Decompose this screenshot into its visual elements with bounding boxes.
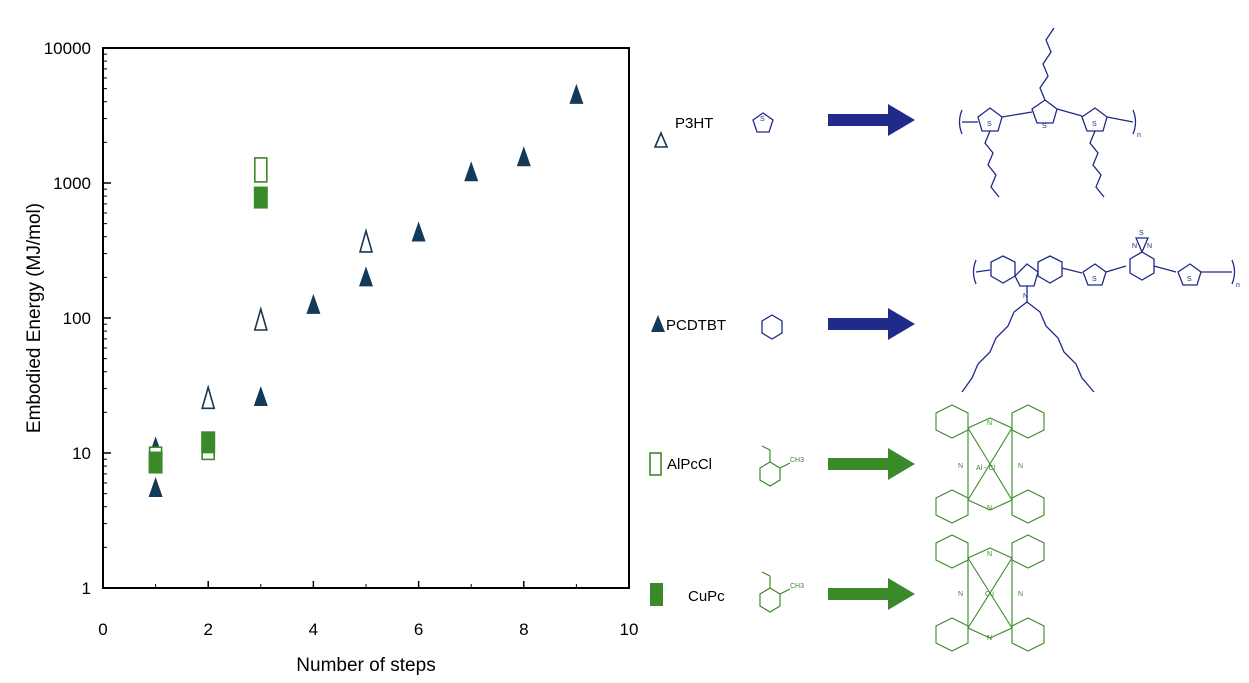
svg-text:S: S bbox=[760, 116, 765, 123]
svg-text:N: N bbox=[1147, 243, 1152, 250]
svg-text:N: N bbox=[958, 463, 963, 470]
point-pcdtbt bbox=[569, 83, 584, 104]
legend-label-cupc: CuPc bbox=[688, 588, 725, 605]
svg-text:n: n bbox=[1236, 282, 1240, 289]
point-pcdtbt bbox=[148, 477, 163, 498]
benzene-monomer-icon bbox=[761, 314, 783, 340]
y-tick-label: 100 bbox=[63, 309, 91, 328]
point-p3ht bbox=[253, 306, 268, 331]
svg-text:n: n bbox=[1137, 132, 1141, 139]
svg-text:N: N bbox=[958, 591, 963, 598]
legend: P3HT S bbox=[649, 27, 1240, 652]
x-tick-label: 4 bbox=[309, 620, 318, 639]
filled-square-marker-icon bbox=[650, 583, 663, 606]
svg-text:S: S bbox=[987, 121, 992, 128]
svg-text:Cu: Cu bbox=[985, 591, 994, 598]
arrow-icon bbox=[828, 308, 915, 340]
arrow-icon bbox=[828, 448, 915, 480]
y-tick-label: 10000 bbox=[44, 39, 91, 58]
pcdtbt-polymer-structure-icon: N S S N N S n bbox=[961, 230, 1240, 393]
svg-text:N: N bbox=[1132, 243, 1137, 250]
arrow-icon bbox=[828, 578, 915, 610]
x-tick-label: 8 bbox=[519, 620, 528, 639]
point-pcdtbt bbox=[359, 266, 373, 287]
svg-text:N: N bbox=[987, 420, 992, 427]
point-cupc bbox=[253, 186, 268, 209]
legend-label-p3ht: P3HT bbox=[675, 115, 713, 132]
alpccl-molecule-structure-icon: Al - Cl N N N N bbox=[935, 404, 1045, 524]
p3ht-polymer-structure-icon: S S S n bbox=[958, 27, 1141, 198]
svg-text:S: S bbox=[1092, 121, 1097, 128]
point-pcdtbt bbox=[306, 293, 321, 314]
open-square-marker-icon bbox=[649, 452, 662, 476]
legend-label-alpccl: AlPcCl bbox=[667, 456, 712, 473]
cupc-molecule-structure-icon: Cu N N N N bbox=[935, 534, 1045, 652]
svg-text:S: S bbox=[1092, 276, 1097, 283]
open-triangle-marker-icon bbox=[653, 130, 669, 148]
svg-text:CH3: CH3 bbox=[790, 583, 804, 590]
legend-item-p3ht: P3HT S bbox=[653, 27, 1141, 198]
x-tick-label: 2 bbox=[203, 620, 212, 639]
point-cupc bbox=[148, 451, 163, 474]
legend-item-pcdtbt: PCDTBT bbox=[651, 230, 1240, 393]
legend-item-alpccl: AlPcCl CH3 Al - Cl N bbox=[649, 404, 1045, 524]
svg-text:CH3: CH3 bbox=[790, 457, 804, 464]
svg-text:N: N bbox=[987, 551, 992, 558]
x-axis-title: Number of steps bbox=[296, 655, 435, 676]
y-tick-label: 1 bbox=[82, 579, 91, 598]
point-alpccl bbox=[254, 157, 268, 183]
plot-frame bbox=[102, 47, 630, 589]
point-pcdtbt bbox=[411, 221, 426, 242]
svg-text:N: N bbox=[987, 635, 992, 642]
y-tick-label: 1000 bbox=[53, 174, 91, 193]
point-cupc bbox=[201, 431, 216, 454]
o-xylene-precursor-icon: CH3 bbox=[759, 571, 804, 613]
filled-triangle-marker-icon bbox=[651, 315, 665, 332]
point-pcdtbt bbox=[516, 146, 531, 167]
point-pcdtbt bbox=[253, 385, 268, 406]
y-tick-label: 10 bbox=[72, 444, 91, 463]
svg-text:S: S bbox=[1042, 123, 1047, 130]
point-pcdtbt bbox=[464, 161, 479, 182]
svg-text:S: S bbox=[1139, 230, 1144, 237]
point-p3ht bbox=[201, 384, 216, 410]
svg-text:S: S bbox=[1187, 276, 1192, 283]
x-tick-label: 0 bbox=[98, 620, 107, 639]
svg-text:N: N bbox=[1023, 293, 1028, 300]
x-tick-label: 6 bbox=[414, 620, 423, 639]
legend-item-cupc: CuPc CH3 Cu N N bbox=[650, 534, 1045, 652]
data-points bbox=[148, 83, 584, 498]
y-axis: 1 10 100 1000 10000 bbox=[44, 39, 111, 598]
x-tick-label: 10 bbox=[620, 620, 639, 639]
thiophene-monomer-icon: S bbox=[752, 112, 774, 133]
svg-text:N: N bbox=[1018, 463, 1023, 470]
x-axis: 0 2 4 6 8 10 bbox=[98, 581, 638, 639]
svg-text:Al - Cl: Al - Cl bbox=[976, 465, 996, 472]
y-axis-title: Embodied Energy (MJ/mol) bbox=[24, 203, 45, 433]
point-p3ht bbox=[358, 227, 374, 253]
legend-label-pcdtbt: PCDTBT bbox=[666, 317, 726, 334]
svg-text:N: N bbox=[987, 505, 992, 512]
svg-text:N: N bbox=[1018, 591, 1023, 598]
arrow-icon bbox=[828, 104, 915, 136]
o-xylene-precursor-icon: CH3 bbox=[759, 445, 804, 487]
